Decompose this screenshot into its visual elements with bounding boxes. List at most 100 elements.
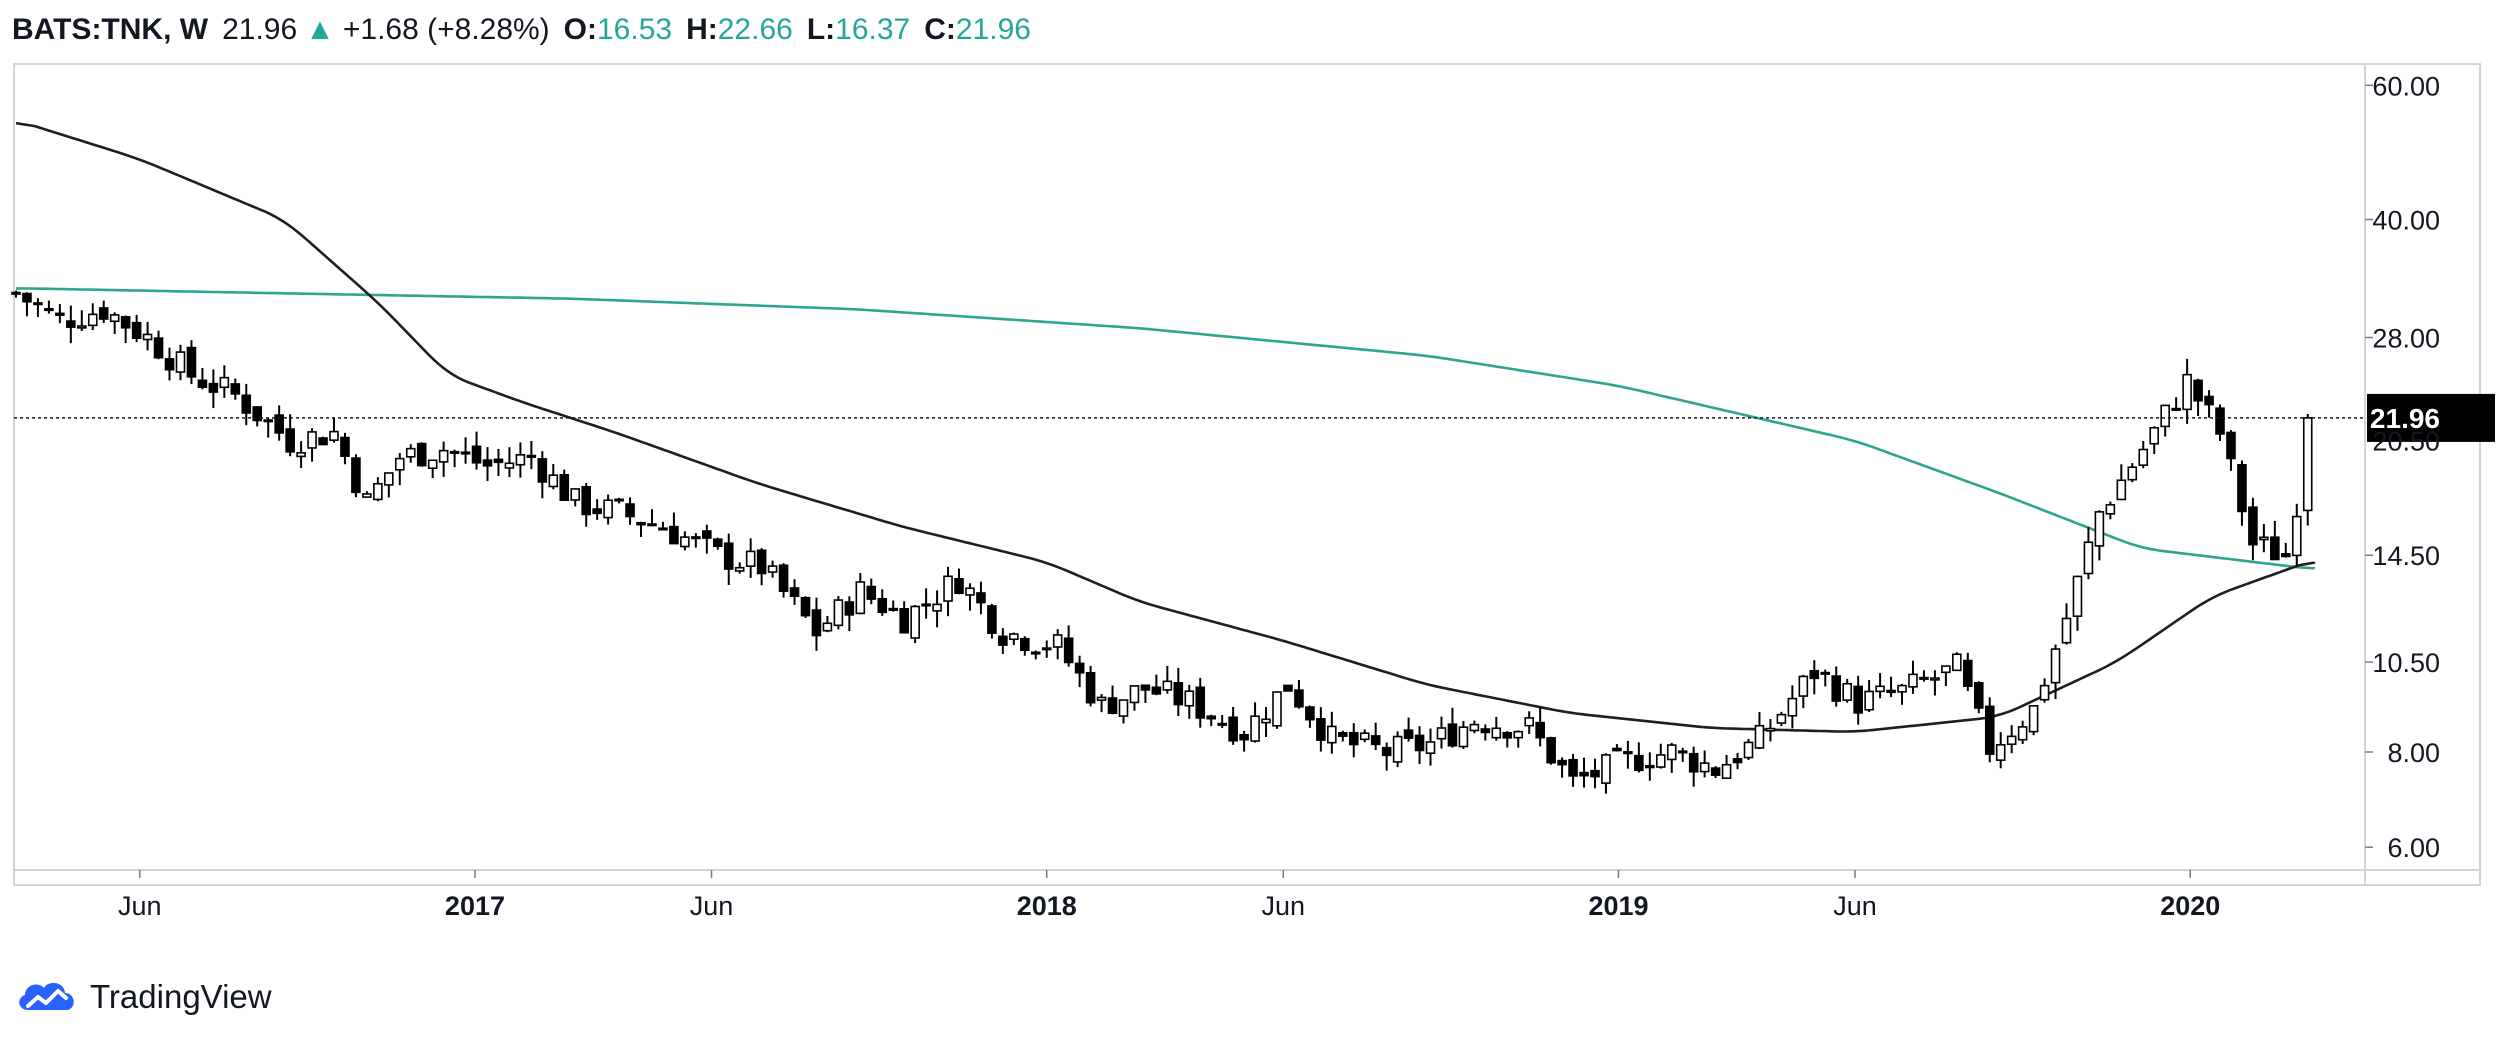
candle-body <box>965 587 975 596</box>
candle <box>351 454 361 498</box>
candle-body <box>1063 637 1074 664</box>
candle-body <box>1327 725 1337 744</box>
candle <box>778 563 789 598</box>
x-tick-label: 2019 <box>1588 891 1648 921</box>
candle-body <box>548 474 559 488</box>
x-tick-label: Jun <box>690 891 734 921</box>
candle-body <box>976 592 986 604</box>
candle-body <box>2171 407 2181 411</box>
candle-body <box>559 474 570 501</box>
symbol-title[interactable]: BATS:TNK, W <box>12 13 209 46</box>
candle-body <box>1963 659 1973 688</box>
candle <box>1162 665 1173 694</box>
candle <box>252 406 263 427</box>
candle-body <box>1272 691 1282 727</box>
candle <box>800 596 811 618</box>
close-label: C: <box>924 13 956 46</box>
candle <box>318 436 328 446</box>
candle-body <box>2006 735 2017 746</box>
candle <box>702 524 712 554</box>
candle-body <box>1798 675 1809 697</box>
candle-body <box>603 499 613 519</box>
candle-body <box>66 320 76 328</box>
candle <box>1612 744 1622 752</box>
candle <box>1294 679 1304 709</box>
candle <box>2182 358 2192 424</box>
candle <box>1754 712 1765 750</box>
price-chart[interactable]: 21.96 60.00 40.00 28.00 14.50 10.50 8.00 6.00 2… <box>0 0 2500 960</box>
candle <box>2281 542 2291 558</box>
candle <box>1392 731 1403 768</box>
candle-body <box>1074 662 1085 674</box>
candle-body <box>1041 647 1052 651</box>
candle-body <box>1294 689 1304 708</box>
candle-body <box>1984 705 1995 755</box>
candle-body <box>570 488 581 501</box>
candle <box>2160 404 2170 437</box>
tradingview-logo[interactable]: TradingView <box>14 976 272 1018</box>
candle-body <box>329 430 339 441</box>
candle <box>384 472 394 498</box>
candle <box>1414 726 1425 764</box>
candle <box>438 441 449 477</box>
candle <box>1809 660 1820 695</box>
candle-body <box>1524 717 1535 727</box>
candle <box>669 512 679 545</box>
candle-body <box>1052 634 1063 648</box>
candle-body <box>1688 752 1699 773</box>
candle <box>241 383 252 426</box>
high-value: 22.66 <box>717 13 793 46</box>
candle-body <box>1261 718 1271 724</box>
price-axis[interactable]: 60.00 40.00 28.00 14.50 10.50 8.00 6.00 20.50 <box>2365 71 2440 863</box>
candle-body <box>1173 682 1184 706</box>
candle-body <box>1195 686 1206 719</box>
candle-body <box>1612 747 1622 752</box>
candle <box>186 340 197 385</box>
candle-body <box>1853 685 1863 714</box>
candle <box>98 300 109 323</box>
candle <box>1436 716 1447 749</box>
candle <box>2226 430 2236 471</box>
candle <box>745 538 756 578</box>
candle <box>285 414 295 457</box>
candle-body <box>2149 426 2160 445</box>
candle <box>1327 711 1337 754</box>
candle <box>76 310 87 331</box>
candle-body <box>274 414 284 434</box>
candle-body <box>1217 722 1227 726</box>
y-tick-label: 14.50 <box>2372 541 2440 571</box>
candle <box>899 601 909 634</box>
candle-body <box>910 605 920 639</box>
candle-body <box>2017 726 2028 741</box>
candle <box>1173 667 1184 717</box>
candle <box>2204 390 2214 418</box>
y-tick-label: 8.00 <box>2387 738 2440 768</box>
candle <box>1765 719 1776 742</box>
candle <box>1337 730 1348 742</box>
candle <box>1831 666 1842 707</box>
candle-body <box>1721 763 1732 779</box>
candle-body <box>888 607 899 611</box>
candle-body <box>1710 767 1721 776</box>
candle-body <box>1491 727 1502 739</box>
candle-body <box>1568 758 1578 777</box>
candle <box>22 292 32 317</box>
candle <box>504 447 515 478</box>
fast-moving-average <box>15 121 2316 733</box>
time-axis[interactable]: Jun 2017 Jun 2018 Jun 2019 Jun 2020 <box>118 870 2220 921</box>
candle <box>987 603 997 639</box>
candle <box>592 499 602 520</box>
candle <box>493 448 504 477</box>
slow-moving-average <box>16 287 2316 570</box>
candle <box>1030 650 1041 660</box>
candle <box>2149 426 2160 455</box>
tradingview-cloud-icon <box>19 982 74 1010</box>
candle <box>197 368 208 390</box>
candle <box>943 566 953 617</box>
candle-body <box>2083 541 2094 575</box>
candle-body <box>2138 448 2149 466</box>
candle <box>1381 742 1392 771</box>
candle <box>1195 677 1206 728</box>
candle <box>1688 746 1699 787</box>
candle-body <box>800 596 811 617</box>
